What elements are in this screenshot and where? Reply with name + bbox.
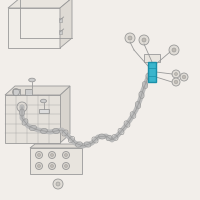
Polygon shape bbox=[30, 144, 87, 148]
Circle shape bbox=[35, 88, 38, 92]
Circle shape bbox=[48, 152, 56, 158]
Circle shape bbox=[36, 162, 42, 170]
Circle shape bbox=[64, 154, 68, 156]
Bar bbox=[144, 54, 160, 62]
Circle shape bbox=[62, 152, 70, 158]
Circle shape bbox=[53, 179, 63, 189]
Circle shape bbox=[20, 105, 24, 109]
Ellipse shape bbox=[29, 78, 35, 82]
Circle shape bbox=[26, 88, 30, 92]
Circle shape bbox=[172, 78, 180, 86]
Polygon shape bbox=[60, 86, 70, 143]
Ellipse shape bbox=[40, 99, 46, 103]
Bar bbox=[25, 89, 32, 95]
Circle shape bbox=[142, 38, 146, 42]
Circle shape bbox=[182, 75, 186, 79]
Bar bbox=[148, 62, 156, 82]
Circle shape bbox=[62, 162, 70, 170]
Circle shape bbox=[172, 70, 180, 78]
Circle shape bbox=[56, 182, 60, 186]
Bar bbox=[13, 89, 20, 95]
Circle shape bbox=[64, 164, 68, 168]
Circle shape bbox=[172, 48, 176, 52]
Bar bbox=[25, 88, 39, 92]
Polygon shape bbox=[5, 86, 70, 95]
Circle shape bbox=[174, 72, 178, 75]
Bar bbox=[59, 30, 62, 34]
Polygon shape bbox=[60, 0, 72, 48]
Bar bbox=[59, 18, 62, 22]
Circle shape bbox=[50, 164, 54, 168]
Circle shape bbox=[36, 152, 42, 158]
Polygon shape bbox=[8, 0, 72, 8]
Circle shape bbox=[128, 36, 132, 40]
Circle shape bbox=[50, 154, 54, 156]
Circle shape bbox=[125, 33, 135, 43]
Circle shape bbox=[180, 73, 188, 81]
Bar bbox=[38, 109, 48, 113]
Circle shape bbox=[38, 154, 40, 156]
Circle shape bbox=[38, 164, 40, 168]
Circle shape bbox=[48, 162, 56, 170]
Circle shape bbox=[139, 35, 149, 45]
Circle shape bbox=[169, 45, 179, 55]
Bar bbox=[30, 148, 82, 174]
Circle shape bbox=[17, 102, 27, 112]
Bar bbox=[8, 8, 60, 48]
Bar bbox=[5, 95, 60, 143]
Circle shape bbox=[174, 80, 178, 84]
